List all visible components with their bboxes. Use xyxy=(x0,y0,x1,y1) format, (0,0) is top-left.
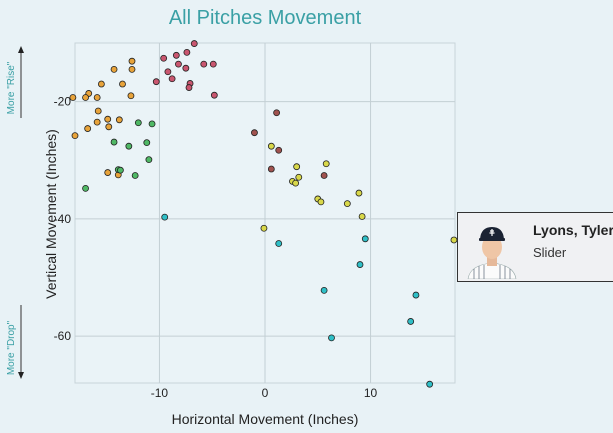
pitch-point[interactable] xyxy=(104,115,112,123)
pitch-point[interactable] xyxy=(251,129,258,137)
pitch-point[interactable] xyxy=(412,291,420,299)
pitch-point[interactable] xyxy=(295,173,303,181)
pitch-point[interactable] xyxy=(317,198,325,206)
pitch-point[interactable] xyxy=(143,139,151,147)
pitch-point[interactable] xyxy=(275,146,283,154)
chart-title: All Pitches Movement xyxy=(169,7,362,29)
pitch-point[interactable] xyxy=(343,200,351,208)
pitch-point[interactable] xyxy=(260,224,268,232)
pitch-point[interactable] xyxy=(93,94,101,101)
pitch-point[interactable] xyxy=(322,160,330,168)
pitch-point[interactable] xyxy=(267,165,275,173)
pitch-point[interactable] xyxy=(105,123,113,131)
pitch-point[interactable] xyxy=(94,107,102,115)
pitch-point[interactable] xyxy=(358,213,366,220)
pitch-type: Slider xyxy=(533,245,567,260)
pitch-point[interactable] xyxy=(152,78,160,86)
rise-arrow-icon xyxy=(18,46,24,53)
pitch-point[interactable] xyxy=(356,261,364,268)
y-tick-label: -60 xyxy=(54,329,72,343)
pitch-point[interactable] xyxy=(293,163,301,171)
y-tick-label: -20 xyxy=(54,95,72,109)
drop-arrow-icon xyxy=(18,372,24,379)
rise-indicator: More "Rise" xyxy=(6,46,24,118)
player-tooltip-card: Lyons, Tyler Slider xyxy=(457,212,613,282)
rise-label: More "Rise" xyxy=(6,61,17,114)
drop-indicator: More "Drop" xyxy=(6,305,24,379)
pitch-point[interactable] xyxy=(172,51,180,59)
y-axis-title: Vertical Movement (Inches) xyxy=(43,129,59,299)
pitch-point[interactable] xyxy=(361,235,369,243)
pitch-point[interactable] xyxy=(407,318,415,325)
x-axis-title: Horizontal Movement (Inches) xyxy=(172,411,359,427)
pitch-point[interactable] xyxy=(210,91,218,99)
pitch-point[interactable] xyxy=(128,65,136,73)
y-tick-labels: -20 -40 -60 xyxy=(54,95,72,343)
pitch-point[interactable] xyxy=(145,156,153,164)
pitch-point[interactable] xyxy=(119,80,126,88)
x-tick-labels: -10 0 10 xyxy=(151,386,378,400)
pitch-point[interactable] xyxy=(128,57,136,65)
pitch-point[interactable] xyxy=(148,120,156,128)
pitch-point[interactable] xyxy=(110,138,118,146)
pitch-point[interactable] xyxy=(164,68,172,76)
pitch-point[interactable] xyxy=(104,169,112,176)
pitch-point[interactable] xyxy=(190,40,198,47)
drop-label: More "Drop" xyxy=(6,320,17,375)
pitch-point[interactable] xyxy=(273,109,281,117)
pitch-point[interactable] xyxy=(71,132,79,140)
pitch-point[interactable] xyxy=(320,286,328,294)
x-tick-label: 10 xyxy=(364,386,378,400)
x-tick-label: 0 xyxy=(262,386,269,400)
pitch-point[interactable] xyxy=(175,60,182,68)
pitch-point[interactable] xyxy=(84,125,92,132)
pitch-point[interactable] xyxy=(200,60,208,68)
pitch-point[interactable] xyxy=(82,94,89,101)
player-headshot-icon xyxy=(462,219,522,279)
x-tick-label: -10 xyxy=(151,386,169,400)
pitch-point[interactable] xyxy=(125,142,133,150)
pitch-point[interactable] xyxy=(82,184,89,192)
pitch-point[interactable] xyxy=(115,116,123,124)
pitch-point[interactable] xyxy=(426,380,434,388)
pitch-point[interactable] xyxy=(450,236,458,244)
data-points xyxy=(69,40,458,388)
gridlines xyxy=(75,43,455,383)
pitch-point[interactable] xyxy=(275,240,283,247)
pitch-point[interactable] xyxy=(185,84,193,91)
pitch-point[interactable] xyxy=(292,179,300,187)
pitch-point[interactable] xyxy=(209,60,217,68)
pitch-point[interactable] xyxy=(168,75,176,83)
pitch-point[interactable] xyxy=(93,118,101,126)
pitch-point[interactable] xyxy=(69,94,77,101)
pitch-point[interactable] xyxy=(127,92,135,100)
pitch-point[interactable] xyxy=(320,172,328,179)
pitch-point[interactable] xyxy=(134,119,142,127)
y-tick-label: -40 xyxy=(54,212,72,226)
pitch-point[interactable] xyxy=(116,166,124,174)
pitch-point[interactable] xyxy=(161,213,169,221)
player-name: Lyons, Tyler xyxy=(533,222,613,238)
pitch-point[interactable] xyxy=(182,64,190,72)
pitch-point[interactable] xyxy=(160,54,168,62)
pitch-point[interactable] xyxy=(97,80,105,88)
pitch-point[interactable] xyxy=(183,48,191,56)
pitch-point[interactable] xyxy=(355,189,363,197)
pitch-point[interactable] xyxy=(328,334,335,342)
pitch-point[interactable] xyxy=(131,172,139,179)
pitch-point[interactable] xyxy=(267,142,275,150)
pitch-point[interactable] xyxy=(110,65,118,73)
